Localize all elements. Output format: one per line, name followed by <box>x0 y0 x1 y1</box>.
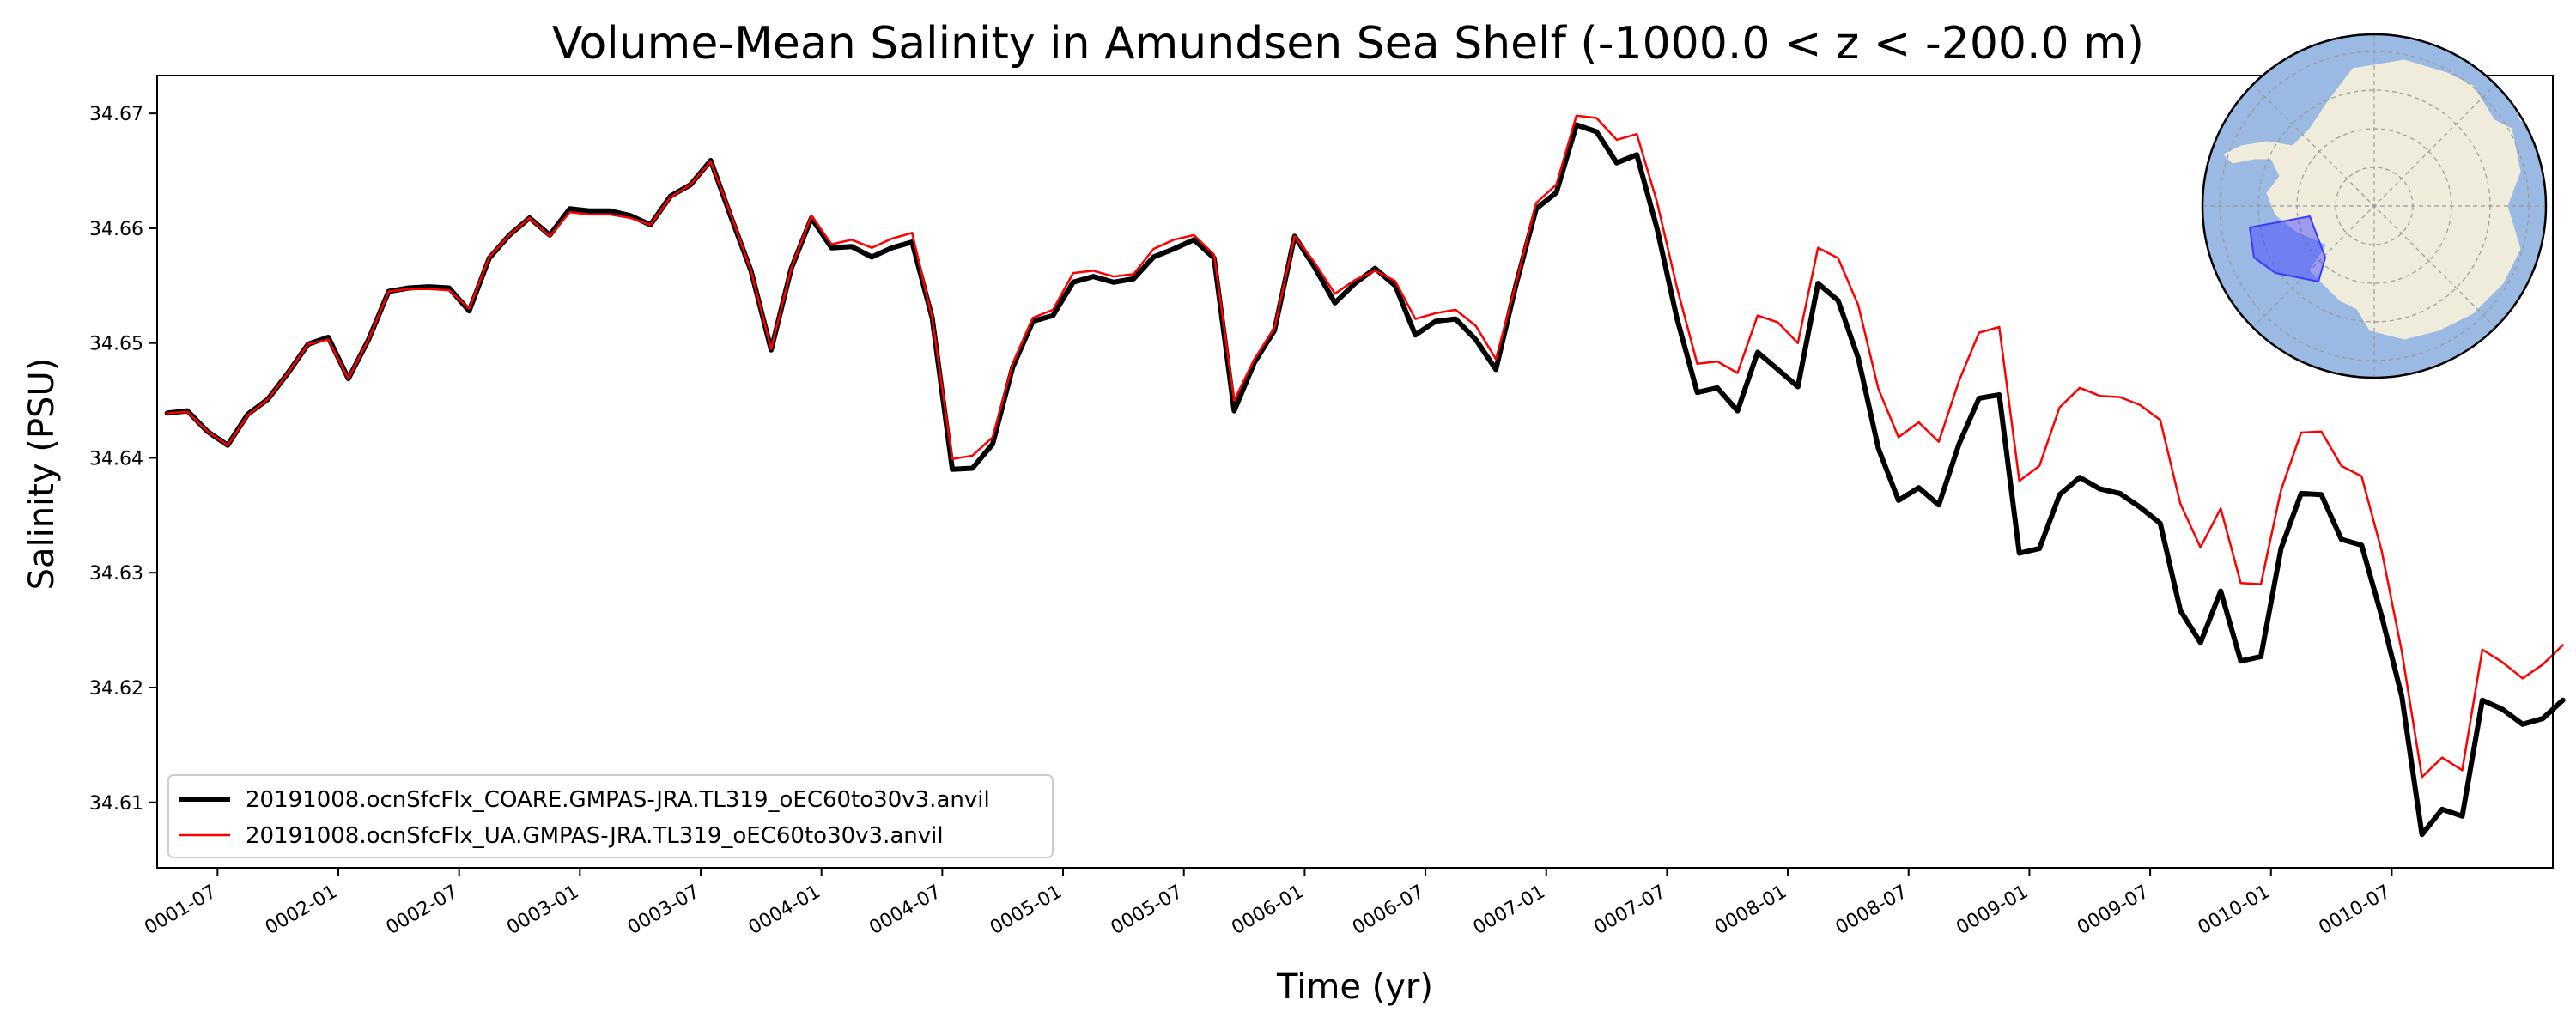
y-axis-label: Salinity (PSU) <box>22 358 62 591</box>
x-tick-label: 0007-07 <box>1590 882 1669 940</box>
x-tick-label: 0010-01 <box>2195 882 2274 940</box>
x-tick-label: 0003-07 <box>624 882 703 940</box>
legend: 20191008.ocnSfcFlx_COARE.GMPAS-JRA.TL319… <box>167 774 1054 858</box>
series-layer <box>164 114 2566 838</box>
x-tick-label: 0008-01 <box>1711 882 1790 940</box>
map-border <box>2201 33 2548 379</box>
x-tick-label: 0008-07 <box>1832 882 1911 940</box>
x-tick-label: 0009-07 <box>2074 882 2153 940</box>
x-tick-label: 0002-01 <box>262 882 341 940</box>
series-line-ua <box>166 114 2564 779</box>
legend-label-coare: 20191008.ocnSfcFlx_COARE.GMPAS-JRA.TL319… <box>246 787 990 813</box>
x-tick-label: 0009-01 <box>1953 882 2032 940</box>
y-tick-label: 34.62 <box>89 678 143 700</box>
y-tick-label: 34.61 <box>89 793 143 815</box>
amundsen-region <box>2248 215 2327 283</box>
plot-frame <box>156 75 2554 869</box>
x-tick-label: 0006-07 <box>1349 882 1428 940</box>
x-tick-label: 0005-01 <box>987 882 1066 940</box>
x-axis-label: Time (yr) <box>1276 967 1433 1007</box>
y-tick-label: 34.65 <box>89 334 143 355</box>
graticule <box>2202 34 2546 378</box>
y-tick-label: 34.63 <box>89 563 143 585</box>
y-tick-label: 34.67 <box>89 104 143 125</box>
y-tick-label: 34.66 <box>89 219 143 240</box>
x-tick-label: 0004-01 <box>745 882 824 940</box>
x-tick-label: 0004-07 <box>866 882 945 940</box>
inset-map <box>2201 33 2548 379</box>
chart-title: Volume-Mean Salinity in Amundsen Sea She… <box>552 18 2144 70</box>
legend-frame <box>167 774 1054 858</box>
y-tick-label: 34.64 <box>89 448 143 470</box>
x-tick-label: 0002-07 <box>383 882 462 940</box>
x-tick-label: 0007-01 <box>1470 882 1549 940</box>
antarctica-landmass <box>2266 59 2521 340</box>
x-tick-label: 0003-01 <box>503 882 582 940</box>
x-axis-ticks: 0001-07 0002-01 0002-07 0003-01 0003-07 0004-… <box>141 868 2394 939</box>
legend-label-ua: 20191008.ocnSfcFlx_UA.GMPAS-JRA.TL319_oE… <box>246 823 944 849</box>
y-axis-ticks: 34.61 34.62 34.63 34.64 34.65 34.66 34.67 <box>89 104 157 815</box>
x-tick-label: 0006-01 <box>1228 882 1307 940</box>
x-tick-label: 0001-07 <box>141 882 220 940</box>
x-tick-label: 0010-07 <box>2315 882 2394 940</box>
x-tick-label: 0005-07 <box>1108 882 1187 940</box>
